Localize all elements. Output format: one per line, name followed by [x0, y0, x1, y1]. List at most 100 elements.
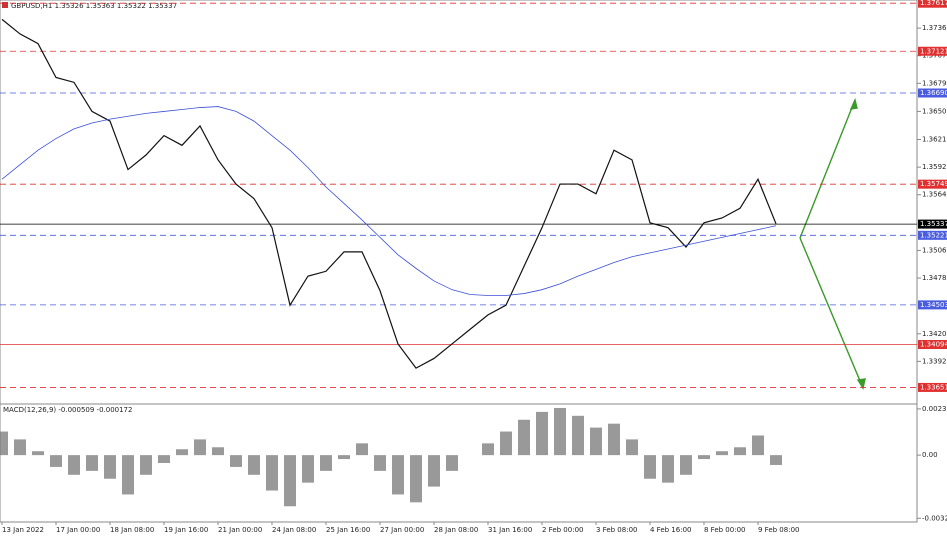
arrow-head: [856, 378, 866, 390]
y-tick-label: 1.33920: [922, 357, 947, 365]
level-label: 1.37121: [920, 47, 947, 55]
macd-bar: [680, 455, 692, 475]
macd-bar: [500, 431, 512, 456]
macd-bar: [590, 427, 602, 456]
level-tag: [918, 219, 947, 229]
x-tick-label: 31 Jan 16:00: [488, 526, 532, 534]
macd-bar: [230, 455, 242, 467]
chart-title: GBPUSD,H1 1.35326 1.35363 1.35322 1.3533…: [11, 2, 177, 10]
level-label: 1.35749: [920, 180, 947, 188]
series-line: [1, 106, 777, 296]
x-tick-label: 27 Jan 00:00: [380, 526, 424, 534]
x-tick-label: 25 Jan 16:00: [326, 526, 370, 534]
series-line: [1, 18, 777, 369]
macd-bar: [608, 423, 620, 456]
level-label: 1.34503: [920, 301, 947, 309]
macd-bar: [734, 447, 746, 456]
y-tick-label: 1.35925: [922, 163, 947, 171]
level-label: 1.35221: [920, 231, 947, 239]
macd-bar: [266, 455, 278, 491]
arrow-down: [799, 237, 864, 389]
y-tick-label: 1.35640: [922, 191, 947, 199]
y-tick-label: 1.36790: [922, 79, 947, 87]
y-tick-label: 1.34205: [922, 330, 947, 338]
macd-bar: [554, 407, 566, 456]
macd-bar: [194, 439, 206, 456]
macd-bar: [0, 431, 8, 456]
macd-bar: [518, 419, 530, 456]
y-tick-label: 1.36210: [922, 136, 947, 144]
arrow-up: [799, 99, 856, 239]
macd-bar: [140, 455, 152, 475]
macd-bar: [176, 449, 188, 456]
symbol-icon: [2, 2, 8, 8]
level-label: 1.36690: [920, 89, 947, 97]
macd-bar: [770, 455, 782, 465]
x-tick-label: 2 Feb 00:00: [542, 526, 583, 534]
level-label: 1.37617: [920, 0, 947, 7]
level-tag: [918, 88, 947, 98]
level-tag: [918, 46, 947, 56]
macd-title: MACD(12,26,9) -0.000509 -0.000172: [3, 406, 132, 414]
x-tick-label: 21 Jan 00:00: [218, 526, 262, 534]
macd-bar: [212, 447, 224, 456]
macd-bar: [302, 455, 314, 483]
y-tick-label: 1.36500: [922, 107, 947, 115]
macd-bar: [14, 439, 26, 456]
macd-bar: [320, 455, 332, 471]
x-tick-label: 24 Jan 08:00: [272, 526, 316, 534]
macd-bar: [572, 415, 584, 456]
macd-bar: [104, 455, 116, 479]
macd-bar: [698, 455, 710, 460]
macd-bar: [86, 455, 98, 471]
macd-bar: [410, 455, 422, 503]
macd-bar: [428, 455, 440, 487]
x-tick-label: 4 Feb 16:00: [650, 526, 691, 534]
arrow-head: [849, 97, 858, 110]
macd-bar: [356, 443, 368, 456]
macd-bar: [32, 451, 44, 456]
macd-bar: [122, 455, 134, 495]
macd-bar: [374, 455, 386, 471]
macd-bar: [50, 455, 62, 467]
macd-bar: [68, 455, 80, 475]
forecast-arrows: [799, 97, 866, 390]
level-tag: [918, 300, 947, 310]
x-tick-label: 19 Jan 16:00: [164, 526, 208, 534]
plot-frame: [0, 0, 918, 523]
level-tag: [918, 0, 947, 8]
x-tick-label: 28 Jan 08:00: [434, 526, 478, 534]
x-tick-label: 8 Feb 00:00: [704, 526, 745, 534]
x-tick-label: 3 Feb 08:00: [596, 526, 637, 534]
macd-bar: [716, 451, 728, 456]
y-tick-label: -0.003212: [922, 514, 947, 522]
y-tick-label: 1.35065: [922, 246, 947, 254]
macd-bar: [446, 455, 458, 471]
macd-bar: [482, 443, 494, 456]
macd-bar: [158, 455, 170, 463]
macd-bar: [662, 455, 674, 483]
level-label: 1.34094: [920, 341, 947, 349]
level-tag: [918, 340, 947, 350]
level-label: 1.33651: [920, 383, 947, 391]
macd-bar: [626, 439, 638, 456]
level-label: 1.35337: [920, 220, 947, 228]
level-tag: [918, 382, 947, 392]
macd-bar: [752, 435, 764, 456]
x-tick-label: 18 Jan 08:00: [110, 526, 154, 534]
y-tick-label: 0.00: [922, 451, 938, 459]
macd-bar: [284, 455, 296, 507]
macd-bar: [644, 455, 656, 479]
x-tick-label: 13 Jan 2022: [2, 526, 44, 534]
macd-bar: [392, 455, 404, 495]
macd-bar: [248, 455, 260, 475]
x-tick-label: 9 Feb 08:00: [758, 526, 799, 534]
level-tag: [918, 179, 947, 189]
y-tick-label: 1.34780: [922, 274, 947, 282]
macd-bar: [338, 455, 350, 460]
y-tick-label: 0.002352: [922, 405, 947, 413]
x-tick-label: 17 Jan 00:00: [56, 526, 100, 534]
macd-bar: [536, 411, 548, 456]
